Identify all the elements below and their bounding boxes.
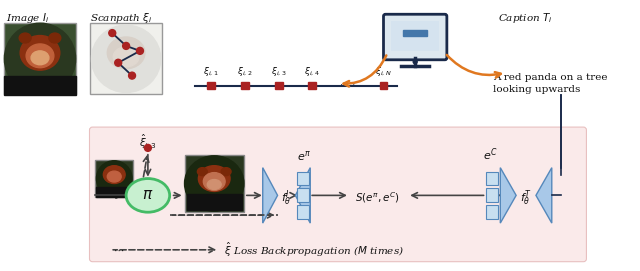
Circle shape bbox=[123, 43, 129, 49]
Ellipse shape bbox=[184, 156, 244, 211]
Ellipse shape bbox=[204, 173, 225, 191]
Ellipse shape bbox=[49, 33, 61, 43]
Circle shape bbox=[115, 59, 122, 66]
Text: Image $I_i$: Image $I_i$ bbox=[6, 11, 50, 25]
FancyBboxPatch shape bbox=[90, 23, 162, 94]
Bar bbox=[4, 76, 76, 95]
FancyArrowPatch shape bbox=[447, 55, 500, 78]
Text: $e^\pi$: $e^\pi$ bbox=[297, 149, 311, 163]
Bar bbox=[486, 205, 499, 219]
Text: $\xi_{i,2}$: $\xi_{i,2}$ bbox=[237, 65, 253, 78]
Ellipse shape bbox=[108, 37, 145, 69]
Ellipse shape bbox=[92, 25, 161, 92]
Circle shape bbox=[129, 72, 136, 79]
Text: $\xi_{i,1}$: $\xi_{i,1}$ bbox=[204, 65, 219, 78]
Ellipse shape bbox=[198, 166, 230, 191]
Bar bbox=[298, 205, 309, 219]
Bar bbox=[97, 188, 132, 197]
Text: Caption $T_i$: Caption $T_i$ bbox=[499, 11, 553, 25]
Bar bbox=[241, 82, 249, 89]
Text: $\hat{\xi}_{i,3}$: $\hat{\xi}_{i,3}$ bbox=[139, 133, 157, 152]
Bar bbox=[298, 188, 309, 202]
Ellipse shape bbox=[97, 161, 132, 196]
FancyBboxPatch shape bbox=[383, 14, 447, 60]
Ellipse shape bbox=[19, 33, 31, 43]
Ellipse shape bbox=[26, 44, 54, 68]
Ellipse shape bbox=[20, 36, 60, 70]
Text: $\xi_{i,4}$: $\xi_{i,4}$ bbox=[305, 65, 320, 78]
FancyArrowPatch shape bbox=[344, 55, 387, 86]
FancyBboxPatch shape bbox=[4, 23, 76, 94]
Bar bbox=[486, 172, 499, 185]
Bar bbox=[308, 82, 316, 89]
Text: $\pi$: $\pi$ bbox=[142, 188, 154, 202]
Ellipse shape bbox=[4, 23, 76, 94]
Text: $\xi_{i,3}$: $\xi_{i,3}$ bbox=[271, 65, 286, 78]
Polygon shape bbox=[263, 168, 278, 223]
Text: $f^I_\theta$: $f^I_\theta$ bbox=[281, 189, 292, 208]
Text: $S(e^\pi, e^C)$: $S(e^\pi, e^C)$ bbox=[355, 190, 400, 205]
Ellipse shape bbox=[197, 168, 207, 176]
Ellipse shape bbox=[108, 171, 121, 182]
Polygon shape bbox=[296, 168, 310, 223]
Text: $\cdots$: $\cdots$ bbox=[113, 245, 124, 255]
Text: · · ·: · · · bbox=[340, 79, 355, 89]
Bar bbox=[403, 30, 427, 36]
Circle shape bbox=[145, 144, 152, 151]
Text: A red panda on a tree
looking upwards: A red panda on a tree looking upwards bbox=[493, 73, 608, 94]
Ellipse shape bbox=[113, 47, 139, 67]
Circle shape bbox=[413, 60, 417, 64]
Text: $f^T_\theta$: $f^T_\theta$ bbox=[520, 189, 532, 208]
Ellipse shape bbox=[103, 166, 125, 183]
Bar bbox=[207, 82, 215, 89]
Polygon shape bbox=[536, 168, 552, 223]
Text: $e^C$: $e^C$ bbox=[483, 146, 498, 163]
Circle shape bbox=[136, 47, 143, 54]
Text: $\hat{\xi}$ Loss Backpropagation ($M$ times): $\hat{\xi}$ Loss Backpropagation ($M$ ti… bbox=[224, 241, 404, 259]
Bar bbox=[95, 160, 133, 197]
Bar bbox=[275, 82, 282, 89]
Text: $\xi_{i,N}$: $\xi_{i,N}$ bbox=[375, 65, 392, 78]
FancyBboxPatch shape bbox=[90, 127, 586, 262]
Bar bbox=[186, 194, 242, 210]
Bar bbox=[184, 155, 244, 212]
Ellipse shape bbox=[31, 51, 49, 65]
Bar bbox=[392, 21, 439, 51]
Polygon shape bbox=[500, 168, 516, 223]
Ellipse shape bbox=[126, 179, 170, 212]
Ellipse shape bbox=[221, 168, 231, 176]
Bar bbox=[298, 172, 309, 185]
Ellipse shape bbox=[207, 180, 221, 189]
Text: Scanpath $\xi_i$: Scanpath $\xi_i$ bbox=[90, 11, 153, 25]
Bar bbox=[380, 82, 387, 89]
Bar bbox=[486, 188, 499, 202]
Circle shape bbox=[109, 30, 116, 37]
